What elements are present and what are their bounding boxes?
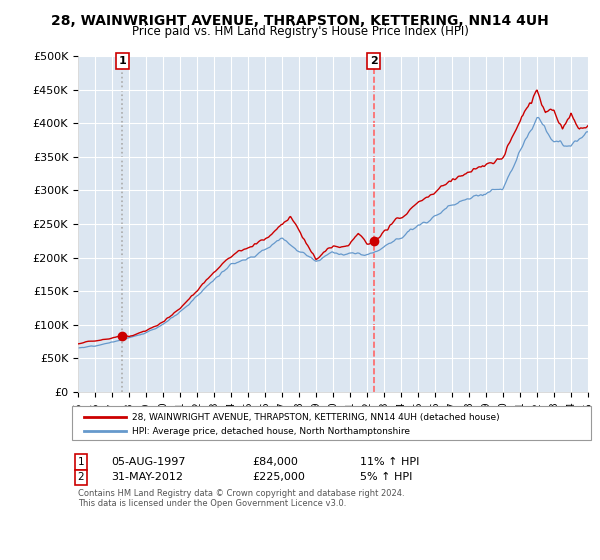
Text: 2: 2 bbox=[370, 56, 377, 66]
Text: £84,000: £84,000 bbox=[252, 457, 298, 467]
Text: 28, WAINWRIGHT AVENUE, THRAPSTON, KETTERING, NN14 4UH (detached house): 28, WAINWRIGHT AVENUE, THRAPSTON, KETTER… bbox=[132, 413, 500, 422]
Text: 05-AUG-1997: 05-AUG-1997 bbox=[111, 457, 185, 467]
Text: Price paid vs. HM Land Registry's House Price Index (HPI): Price paid vs. HM Land Registry's House … bbox=[131, 25, 469, 38]
Text: 11% ↑ HPI: 11% ↑ HPI bbox=[360, 457, 419, 467]
Text: 31-MAY-2012: 31-MAY-2012 bbox=[111, 472, 183, 482]
Text: HPI: Average price, detached house, North Northamptonshire: HPI: Average price, detached house, Nort… bbox=[132, 427, 410, 436]
Text: HPI: Average price, detached house, North Northamptonshire: HPI: Average price, detached house, Nort… bbox=[132, 427, 410, 436]
Text: This data is licensed under the Open Government Licence v3.0.: This data is licensed under the Open Gov… bbox=[78, 500, 346, 508]
Text: 1: 1 bbox=[118, 56, 126, 66]
Text: 28, WAINWRIGHT AVENUE, THRAPSTON, KETTERING, NN14 4UH (detached house): 28, WAINWRIGHT AVENUE, THRAPSTON, KETTER… bbox=[132, 413, 500, 422]
Text: £225,000: £225,000 bbox=[252, 472, 305, 482]
Text: 5% ↑ HPI: 5% ↑ HPI bbox=[360, 472, 412, 482]
Text: 1: 1 bbox=[77, 457, 85, 467]
Text: 2: 2 bbox=[77, 472, 85, 482]
Text: 28, WAINWRIGHT AVENUE, THRAPSTON, KETTERING, NN14 4UH: 28, WAINWRIGHT AVENUE, THRAPSTON, KETTER… bbox=[51, 14, 549, 28]
Text: Contains HM Land Registry data © Crown copyright and database right 2024.: Contains HM Land Registry data © Crown c… bbox=[78, 489, 404, 498]
